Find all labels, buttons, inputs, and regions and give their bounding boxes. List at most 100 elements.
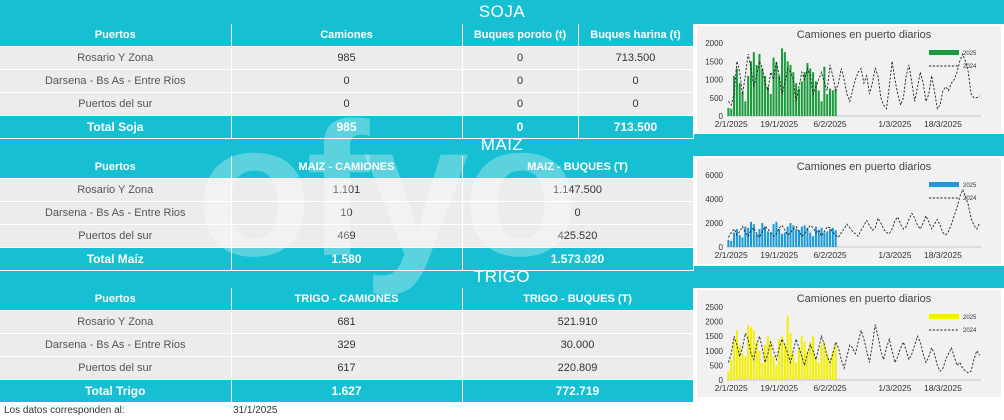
bar	[789, 333, 792, 380]
value-cell: 0	[462, 92, 579, 116]
value-cell: 220.809	[462, 356, 694, 380]
bar	[766, 336, 769, 380]
x-tick-label: 19/1/2025	[760, 119, 798, 129]
bar	[744, 226, 747, 247]
bar	[789, 223, 792, 247]
bar	[786, 61, 789, 116]
bar	[738, 83, 741, 116]
table-row: Puertos del sur 469 425.520	[0, 224, 694, 248]
bar	[803, 72, 806, 116]
trigo-table: Puertos TRIGO - CAMIONES TRIGO - BUQUES …	[0, 288, 694, 403]
bar	[727, 371, 730, 380]
y-tick-label: 0	[719, 112, 724, 121]
bar	[744, 101, 747, 116]
port-name: Puertos del sur	[0, 356, 232, 380]
bar	[781, 233, 784, 247]
bar	[755, 64, 758, 116]
y-tick-label: 500	[710, 94, 724, 103]
bar	[829, 229, 832, 247]
bar	[806, 63, 809, 116]
bar	[758, 229, 761, 247]
bar	[727, 239, 730, 247]
x-tick-label: 1/3/2025	[878, 250, 911, 260]
port-name: Rosario Y Zona	[0, 46, 232, 70]
soja-table: Puertos Camiones Buques poroto (t) Buque…	[0, 24, 694, 139]
bar	[831, 90, 834, 116]
bar	[817, 362, 820, 380]
x-tick-label: 6/2/2025	[813, 383, 846, 393]
bar	[735, 229, 738, 247]
x-tick-label: 6/2/2025	[813, 250, 846, 260]
bar	[789, 64, 792, 116]
bar	[792, 225, 795, 247]
bar	[735, 330, 738, 380]
chart-title: Camiones en puerto diarios	[797, 161, 932, 173]
bar	[803, 342, 806, 380]
legend-label-2025: 2025	[963, 315, 977, 321]
value-cell: 0	[462, 201, 694, 225]
bar	[812, 236, 815, 247]
header-cell: TRIGO - BUQUES (T)	[462, 288, 694, 311]
bar	[755, 233, 758, 247]
bar	[817, 90, 820, 116]
value-cell: 617	[231, 356, 463, 380]
x-tick-label: 2/1/2025	[715, 383, 748, 393]
bar	[778, 339, 781, 380]
maiz-chart-panel: Camiones en puerto diarios 0 2000 4000 6000 2…	[697, 158, 1001, 264]
value-cell: 1.101	[231, 178, 463, 202]
bar	[761, 68, 764, 116]
value-cell: 985	[231, 46, 463, 70]
port-name: Rosario Y Zona	[0, 310, 232, 334]
bar	[741, 237, 744, 247]
x-tick-label: 6/2/2025	[813, 119, 846, 129]
bar	[735, 68, 738, 116]
value-cell: 469	[231, 224, 463, 248]
y-tick-label: 500	[710, 361, 724, 370]
port-name: Darsena - Bs As - Entre Rios	[0, 333, 232, 357]
y-tick-label: 2000	[705, 318, 723, 327]
value-cell: 521.910	[462, 310, 694, 334]
value-cell: 1.147.500	[462, 178, 694, 202]
y-tick-label: 1000	[705, 347, 723, 356]
total-label: Total Trigo	[0, 379, 232, 403]
table-header-row: Puertos MAIZ - CAMIONES MAIZ - BUQUES (T…	[0, 156, 694, 179]
bar	[778, 229, 781, 247]
series-line-2024	[727, 324, 980, 374]
soja-chart-panel: Camiones en puerto diarios 0 500 1000 1500 20…	[697, 26, 1001, 133]
bar	[797, 230, 800, 247]
total-value: 1.580	[231, 247, 463, 271]
header-cell: Buques harina (t)	[578, 24, 694, 47]
x-tick-label: 19/1/2025	[760, 383, 798, 393]
bar	[786, 315, 789, 380]
bar	[795, 229, 798, 247]
header-cell: TRIGO - CAMIONES	[231, 288, 463, 311]
y-tick-label: 6000	[705, 171, 723, 180]
value-cell: 713.500	[578, 46, 694, 70]
bar	[733, 75, 736, 116]
bar	[769, 342, 772, 380]
table-row: Rosario Y Zona 1.101 1.147.500	[0, 178, 694, 202]
y-tick-label: 0	[719, 243, 724, 252]
header-cell: Buques poroto (t)	[462, 24, 579, 47]
bar	[775, 63, 778, 116]
section-title: TRIGO	[473, 267, 531, 286]
bar	[761, 362, 764, 380]
table-row: Darsena - Bs As - Entre Rios 10 0	[0, 201, 694, 225]
x-tick-label: 18/3/2025	[924, 383, 962, 393]
value-cell: 0	[462, 69, 579, 93]
port-name: Puertos del sur	[0, 92, 232, 116]
bar	[831, 227, 834, 247]
legend-label-2025: 2025	[963, 51, 977, 57]
total-value: 772.719	[462, 379, 694, 403]
bar	[792, 353, 795, 380]
bar	[775, 365, 778, 380]
bar	[823, 66, 826, 116]
section-title: MAIZ	[480, 135, 524, 154]
bar	[803, 225, 806, 247]
bar	[814, 226, 817, 247]
bar	[823, 342, 826, 380]
bar	[834, 230, 837, 247]
bar	[752, 224, 755, 247]
bar	[752, 330, 755, 380]
header-cell: Puertos	[0, 156, 232, 179]
